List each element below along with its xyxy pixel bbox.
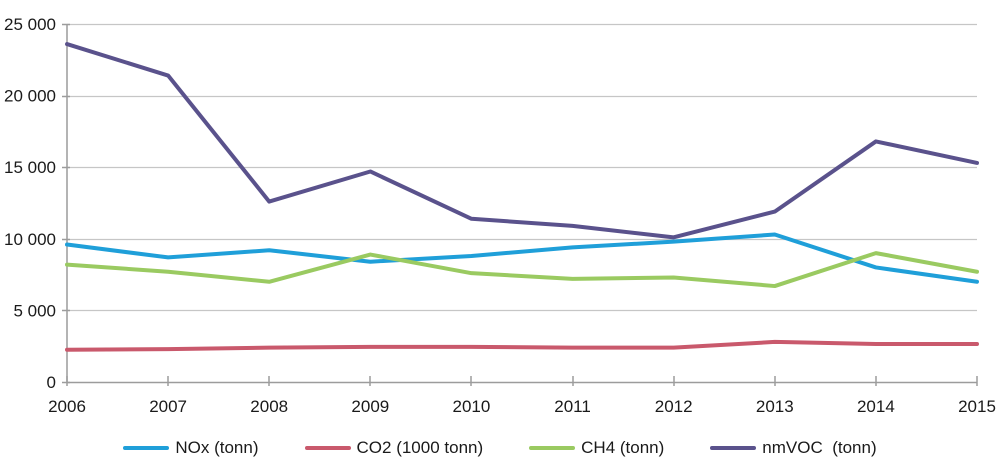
y-axis-label: 0 [47,373,56,392]
legend: NOx (tonn) CO2 (1000 tonn) CH4 (tonn) nm… [0,438,1000,458]
series-line-nox-tonn [65,232,979,284]
legend-label-ch4: CH4 (tonn) [581,438,665,457]
series-line-nmvoc-tonn [65,42,979,240]
legend-label-nox: NOx (tonn) [175,438,259,457]
legend-item-ch4: CH4 (tonn) [529,438,664,458]
y-axis-label: 25 000 [4,15,56,34]
y-axis-label: 10 000 [4,230,56,249]
x-axis-label: 2015 [958,397,996,416]
series-line-co2-1000-tonn [65,339,979,352]
x-axis-label: 2007 [149,397,187,416]
legend-swatch-nmvoc [710,446,757,450]
x-axis-label: 2014 [857,397,895,416]
x-axis-label: 2013 [756,397,794,416]
x-axis-label: 2010 [453,397,491,416]
legend-swatch-nox [123,446,170,450]
y-axis-label: 5 000 [13,301,56,320]
y-axis-label: 20 000 [4,87,56,106]
x-axis-label: 2006 [48,397,86,416]
legend-item-co2: CO2 (1000 tonn) [304,438,484,458]
series-line-ch4-tonn [65,251,979,289]
legend-swatch-ch4 [529,446,576,450]
legend-item-nox: NOx (tonn) [123,438,259,458]
x-axis-label: 2012 [655,397,693,416]
legend-label-co2: CO2 (1000 tonn) [356,438,484,457]
x-axis-label: 2009 [351,397,389,416]
x-axis-label: 2008 [250,397,288,416]
legend-swatch-co2 [304,446,351,450]
legend-item-nmvoc: nmVOC (tonn) [710,438,877,458]
y-axis-label: 15 000 [4,158,56,177]
plot-area: 0 5 000 10 000 15 000 20 000 25 000 2006 2007 20… [4,15,996,416]
x-axis-label: 2011 [554,397,591,416]
legend-label-nmvoc: nmVOC (tonn) [762,438,877,457]
